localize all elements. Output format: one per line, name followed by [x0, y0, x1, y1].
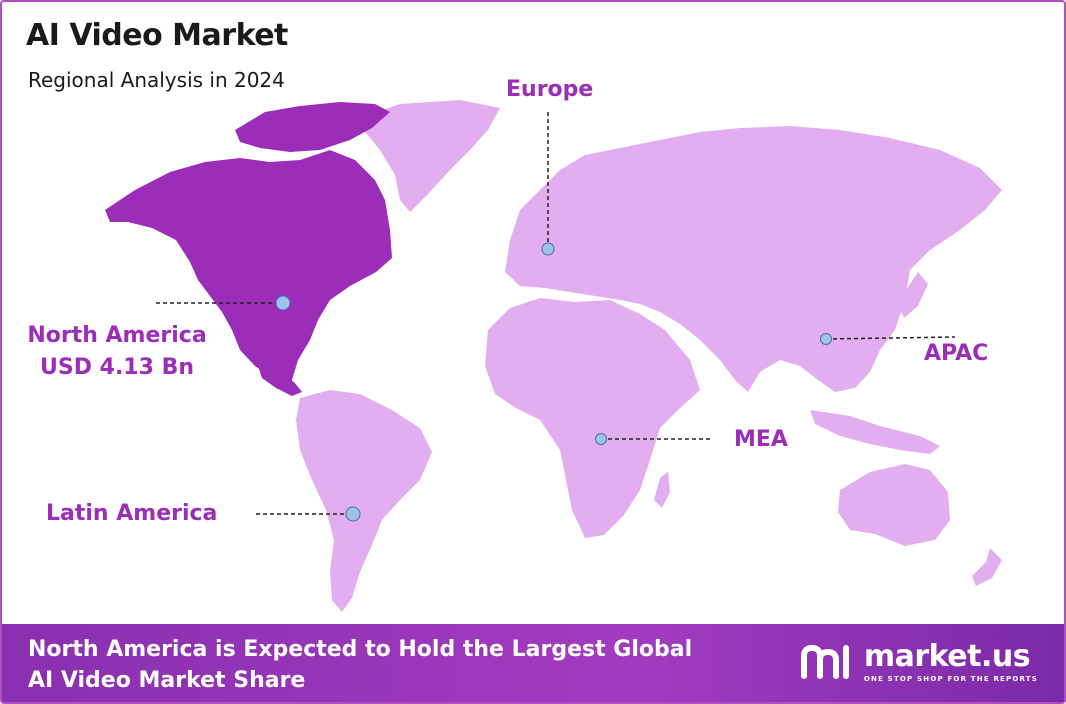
footer-banner: North America is Expected to Hold the La…: [2, 624, 1064, 702]
region-se-asia-islands: [810, 410, 940, 454]
region-arctic-islands: [235, 102, 390, 152]
label-latin-america: Latin America: [46, 501, 218, 526]
market-us-logo-icon: [800, 644, 849, 679]
brand-tagline: ONE STOP SHOP FOR THE REPORTS: [863, 675, 1038, 683]
region-eurasia: [505, 126, 1002, 392]
footer-line-2: AI Video Market Share: [28, 668, 306, 693]
label-north-america: North America USD 4.13 Bn: [22, 320, 212, 384]
footer-caption: North America is Expected to Hold the La…: [28, 634, 728, 696]
map-marker-icon: [541, 242, 555, 256]
region-central-america: [258, 366, 302, 396]
label-north-america-value: USD 4.13 Bn: [40, 355, 194, 380]
brand-name: market.us: [863, 639, 1031, 674]
brand-block: market.us ONE STOP SHOP FOR THE REPORTS: [798, 640, 1038, 684]
map-marker-icon: [275, 295, 291, 311]
region-scandinavia: [548, 164, 612, 226]
label-europe: Europe: [506, 77, 594, 102]
map-marker-icon: [595, 433, 607, 445]
brand-text: market.us ONE STOP SHOP FOR THE REPORTS: [863, 639, 1038, 684]
region-south-america: [296, 390, 432, 612]
region-madagascar: [654, 472, 670, 508]
region-new-zealand: [972, 548, 1002, 586]
region-africa: [485, 298, 700, 538]
region-uk: [522, 218, 538, 248]
map-marker-icon: [820, 333, 832, 345]
map-marker-icon: [345, 506, 361, 522]
leader-apac: [825, 336, 956, 340]
label-apac: APAC: [924, 341, 989, 366]
region-australia: [838, 464, 950, 546]
page-subtitle: Regional Analysis in 2024: [28, 68, 285, 92]
region-north-america: [105, 150, 392, 392]
label-mea: MEA: [734, 427, 788, 452]
region-greenland: [360, 100, 500, 212]
page-title: AI Video Market: [26, 18, 288, 53]
label-north-america-name: North America: [27, 323, 207, 348]
footer-line-1: North America is Expected to Hold the La…: [28, 637, 693, 662]
region-japan: [898, 272, 928, 318]
